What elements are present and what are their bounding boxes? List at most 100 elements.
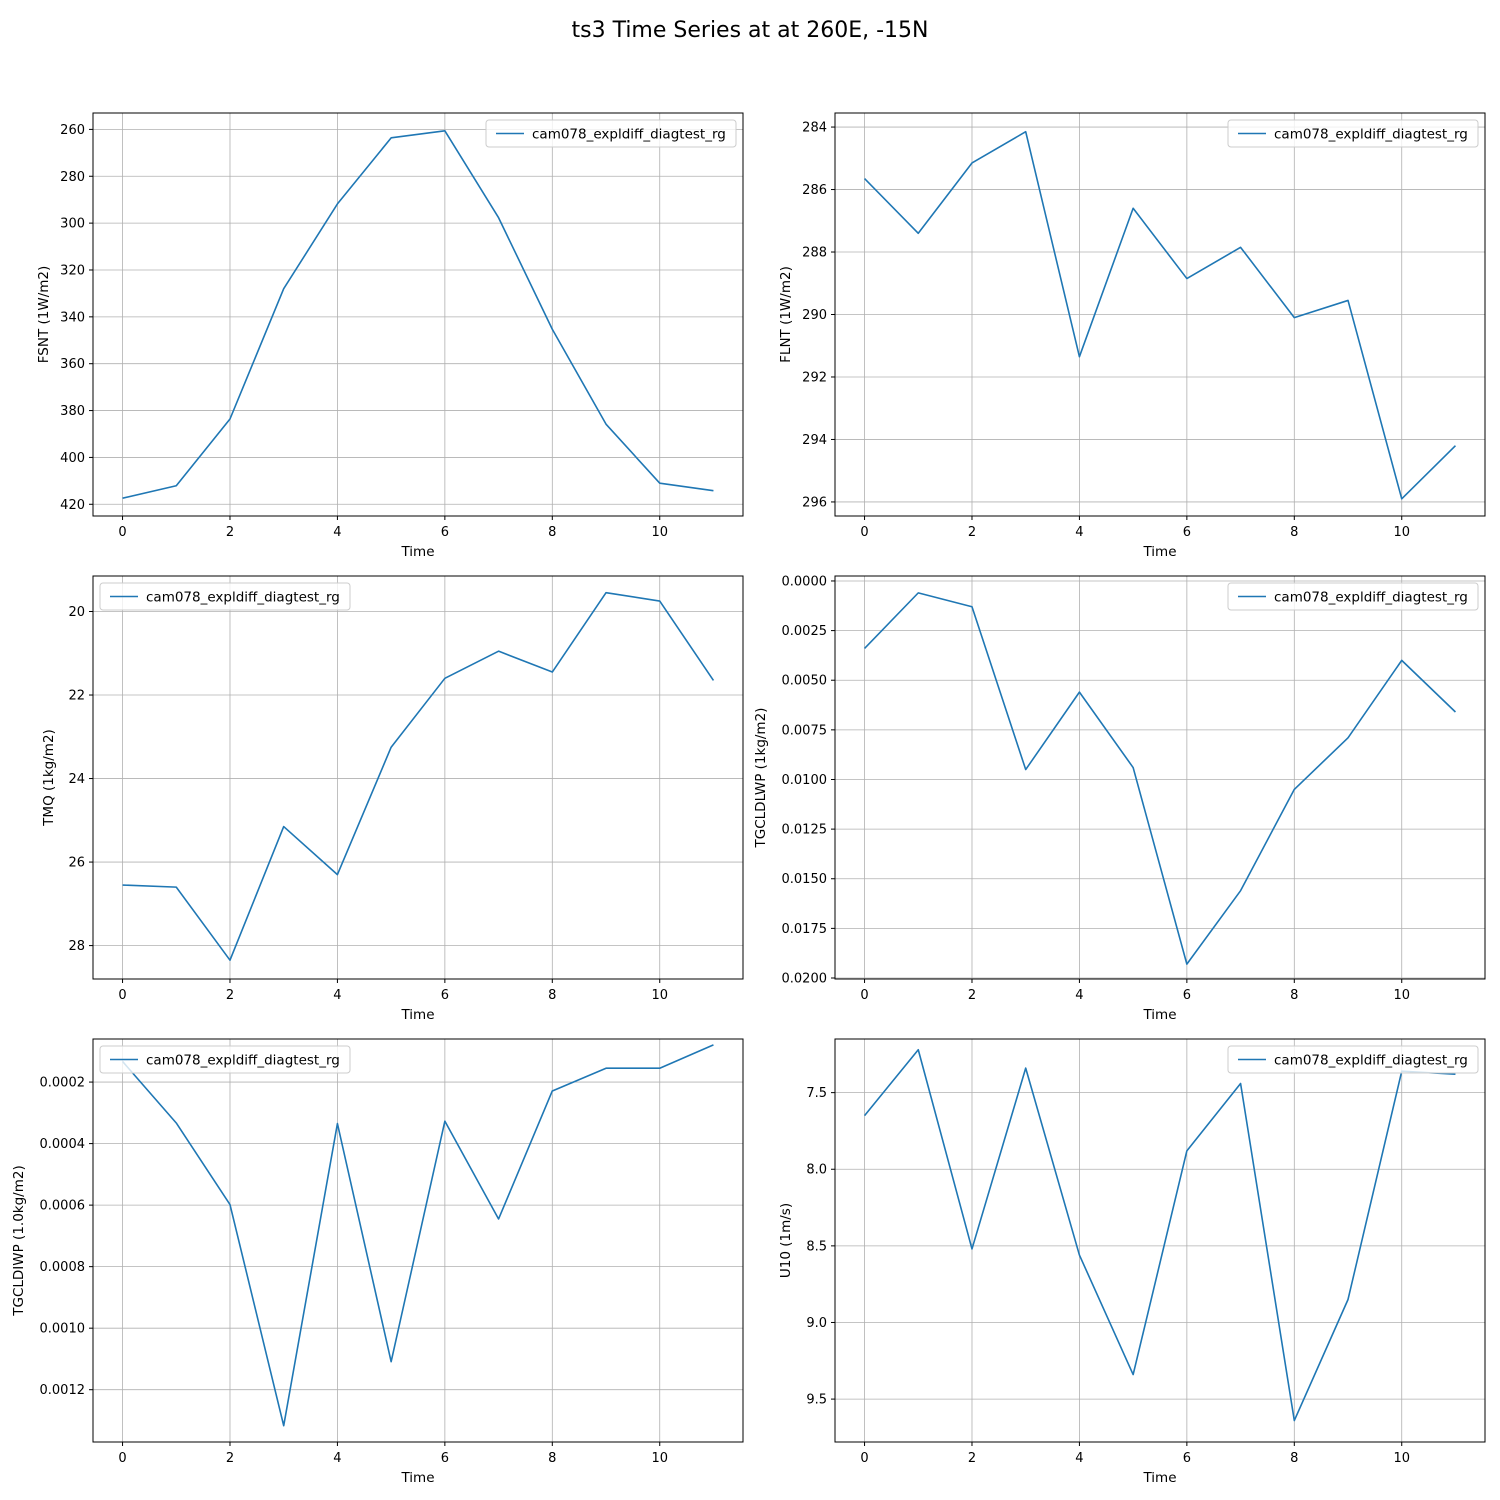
y-tick-label: 300 — [60, 217, 85, 232]
y-tick-label: 9.5 — [806, 1393, 827, 1408]
y-tick-label: 0.0075 — [782, 723, 828, 738]
x-tick-label: 0 — [860, 988, 868, 1003]
x-axis-label: Time — [1142, 544, 1176, 560]
x-tick-label: 4 — [1075, 525, 1083, 540]
legend-box — [1227, 1045, 1479, 1074]
legend-label: cam078_expldiff_diagtest_rg — [146, 590, 340, 606]
series-line — [863, 1048, 1456, 1422]
y-tick-label: 288 — [802, 246, 827, 261]
x-axis-label: Time — [400, 1470, 434, 1486]
y-tick-label: 0.0025 — [782, 624, 828, 639]
x-tick-label: 0 — [860, 525, 868, 540]
x-axis-label: Time — [400, 544, 434, 560]
x-tick-label: 0 — [118, 1451, 126, 1466]
y-tick-label: 290 — [802, 308, 827, 323]
axes-frame — [92, 1038, 744, 1443]
subplot-2: 0 2 4 6 8 10 284 286 288 290 292 294 296 Time FLNT (1W… — [778, 112, 1486, 560]
y-tick-label: 296 — [802, 495, 827, 510]
y-tick-label: 0.0050 — [782, 674, 828, 689]
x-tick-label: 10 — [651, 988, 668, 1003]
y-tick-label: 380 — [60, 404, 85, 419]
x-tick-label: 4 — [333, 525, 341, 540]
y-tick-label: 26 — [68, 856, 85, 871]
y-axis-label: TMQ (1kg/m2) — [41, 729, 57, 827]
subplot-1: 0 2 4 6 8 10 260 280 300 320 340 360 380 400 420 Time FS… — [36, 112, 744, 560]
x-axis-label: Time — [1142, 1007, 1176, 1023]
figure-title: ts3 Time Series at at 260E, -15N — [571, 18, 928, 43]
subplot-grid: 0 2 4 6 8 10260280300320340360380400420TimeFS… — [11, 112, 1486, 1486]
x-tick-label: 8 — [1290, 525, 1298, 540]
x-tick-label: 2 — [226, 525, 234, 540]
x-tick-label: 6 — [441, 1451, 449, 1466]
x-tick-label: 0 — [860, 1451, 868, 1466]
legend-box — [99, 582, 351, 611]
legend-label: cam078_expldiff_diagtest_rg — [1274, 590, 1468, 606]
x-tick-label: 2 — [968, 988, 976, 1003]
y-tick-label: 8.5 — [806, 1239, 827, 1254]
x-tick-label: 4 — [333, 1451, 341, 1466]
x-tick-label: 6 — [1183, 525, 1191, 540]
x-tick-label: 10 — [1393, 1451, 1410, 1466]
y-tick-label: 22 — [68, 689, 85, 704]
series-line — [122, 591, 715, 962]
x-tick-label: 4 — [1075, 988, 1083, 1003]
x-tick-label: 4 — [1075, 1451, 1083, 1466]
x-tick-label: 2 — [226, 1451, 234, 1466]
x-tick-label: 6 — [1183, 1451, 1191, 1466]
x-tick-label: 0 — [118, 525, 126, 540]
legend: cam078_expldiff_diagtest_rg — [99, 1045, 351, 1074]
y-tick-label: 292 — [802, 370, 827, 385]
legend-label: cam078_expldiff_diagtest_rg — [1274, 127, 1468, 143]
y-axis-label: TGCLDIWP (1.0kg/m2) — [11, 1165, 27, 1317]
x-tick-label: 8 — [548, 525, 556, 540]
legend-label: cam078_expldiff_diagtest_rg — [146, 1053, 340, 1069]
axes-frame — [834, 1038, 1486, 1443]
y-axis-label: U10 (1m/s) — [778, 1203, 794, 1278]
y-tick-label: 0.0012 — [40, 1383, 86, 1398]
legend: cam078_expldiff_diagtest_rg — [1227, 582, 1479, 611]
y-tick-label: 320 — [60, 263, 85, 278]
y-tick-label: 0.0000 — [782, 574, 828, 589]
series-line — [121, 1044, 714, 1427]
y-tick-label: 0.0125 — [782, 823, 828, 838]
legend: cam078_expldiff_diagtest_rg — [485, 119, 737, 148]
x-tick-label: 10 — [651, 1451, 668, 1466]
series-line — [122, 130, 714, 499]
y-tick-label: 0.0002 — [40, 1076, 86, 1091]
x-tick-label: 8 — [1290, 1451, 1298, 1466]
subplot-5: 0 2 4 6 8 10 0.0002 0.0004 0.0006 0.0008 0.0010 0.0… — [11, 1038, 744, 1486]
subplot-4: 0 2 4 6 8 10 0.0000 0.0025 0.0050 0.0075 0.0100 0.0… — [753, 574, 1486, 1023]
subplot-6: 0 2 4 6 8 10 7.5 8.0 8.5 9.0 9.5 Time U10 (1m/s) cam0… — [778, 1038, 1486, 1486]
y-tick-label: 0.0100 — [782, 773, 828, 788]
y-tick-label: 360 — [60, 357, 85, 372]
y-tick-label: 420 — [60, 498, 85, 513]
x-tick-label: 10 — [1393, 988, 1410, 1003]
y-tick-label: 0.0150 — [782, 872, 828, 887]
x-tick-label: 6 — [441, 525, 449, 540]
legend: cam078_expldiff_diagtest_rg — [99, 582, 351, 611]
y-tick-label: 7.5 — [806, 1086, 827, 1101]
y-tick-label: 340 — [60, 310, 85, 325]
y-tick-label: 260 — [60, 123, 85, 138]
y-tick-label: 0.0006 — [40, 1199, 86, 1214]
y-tick-label: 28 — [68, 939, 85, 954]
x-tick-label: 2 — [968, 525, 976, 540]
legend-label: cam078_expldiff_diagtest_rg — [532, 127, 726, 143]
legend-label: cam078_expldiff_diagtest_rg — [1274, 1053, 1468, 1069]
axes-frame — [834, 575, 1486, 980]
x-tick-label: 10 — [1393, 525, 1410, 540]
y-tick-label: 294 — [802, 433, 827, 448]
y-tick-label: 0.0175 — [782, 922, 828, 937]
x-tick-label: 8 — [1290, 988, 1298, 1003]
x-tick-label: 6 — [441, 988, 449, 1003]
legend-box — [485, 119, 737, 148]
axes-frame — [92, 575, 744, 980]
x-tick-label: 4 — [333, 988, 341, 1003]
x-tick-label: 8 — [548, 1451, 556, 1466]
y-tick-label: 20 — [68, 605, 85, 620]
y-tick-label: 0.0010 — [40, 1322, 86, 1337]
y-tick-label: 284 — [802, 121, 827, 136]
